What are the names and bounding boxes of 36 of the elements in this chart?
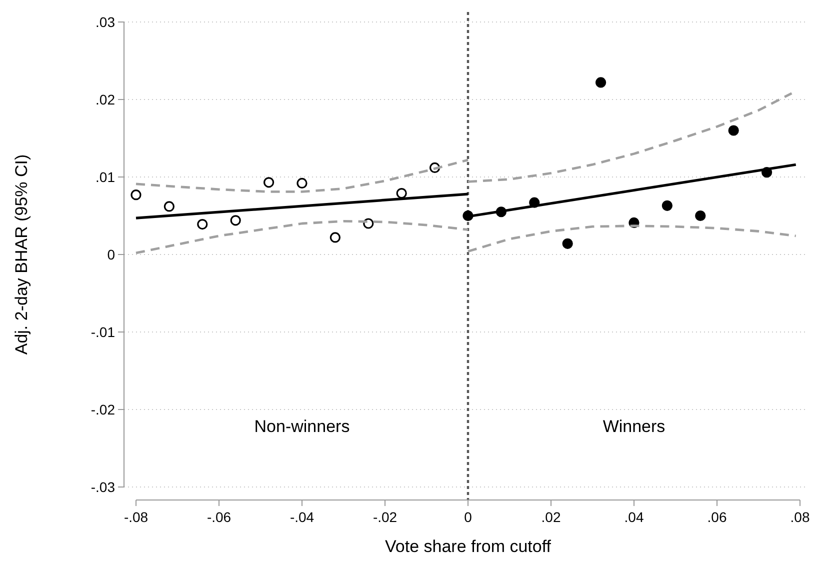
- point: [562, 238, 573, 249]
- point: [396, 188, 407, 199]
- y-tick-label: .02: [96, 91, 116, 108]
- x-axis-title: Vote share from cutoff: [385, 537, 552, 556]
- x-tick-label: -.04: [290, 509, 314, 525]
- x-tick-label: .02: [541, 509, 561, 525]
- x-tick-label: -.08: [124, 509, 148, 525]
- point: [330, 232, 340, 243]
- y-tick-label: -.02: [90, 401, 116, 418]
- point: [728, 125, 739, 136]
- point: [230, 215, 241, 226]
- x-tick-label: .08: [790, 509, 810, 525]
- x-tick-label: .04: [624, 509, 644, 525]
- annotation: Non-winners: [254, 417, 350, 436]
- y-tick-label: -.01: [90, 324, 116, 340]
- line-series: [134, 158, 470, 193]
- point: [596, 77, 606, 88]
- x-tick-label: -.02: [372, 509, 398, 525]
- y-tick-label: 0: [107, 246, 116, 262]
- point: [197, 218, 208, 230]
- x-tick-label: .06: [707, 509, 727, 525]
- point: [164, 201, 174, 212]
- annotation: Winners: [602, 417, 666, 436]
- point: [264, 177, 274, 188]
- line-series: [134, 220, 470, 254]
- y-tick-label: -.03: [90, 478, 116, 495]
- point: [695, 210, 706, 222]
- x-tick-label: -.06: [206, 509, 232, 525]
- point: [296, 178, 308, 188]
- x-tick-label: 0: [464, 509, 472, 525]
- y-tick-label: .01: [96, 168, 116, 185]
- line-series: [466, 92, 793, 183]
- y-tick-label: .03: [96, 14, 116, 30]
- y-axis-title: Adj. 2-day BHAR (95% CI): [12, 154, 31, 355]
- point: [662, 200, 672, 211]
- point: [130, 190, 142, 200]
